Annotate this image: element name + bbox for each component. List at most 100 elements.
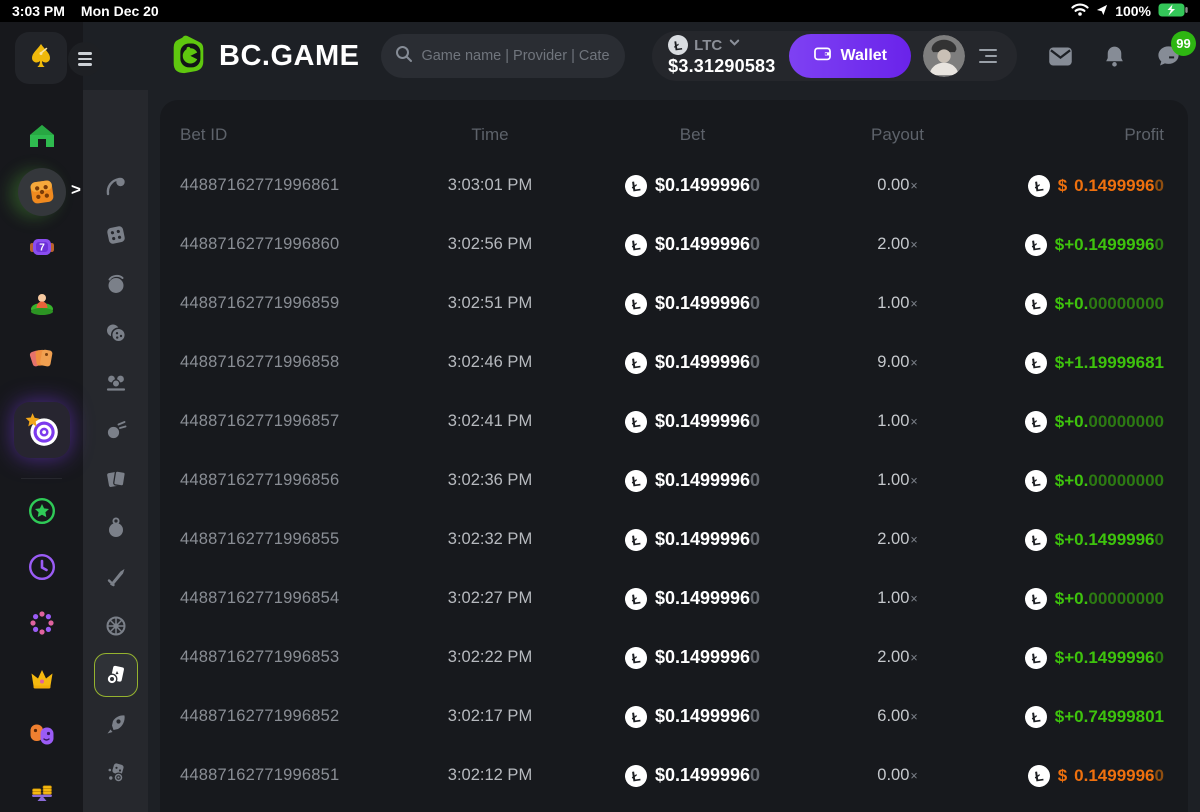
sidebar-item-promotions[interactable]: [28, 344, 56, 372]
masks-icon: [28, 720, 56, 748]
chat-button[interactable]: 99: [1155, 30, 1196, 70]
table-row[interactable]: 44887162771996854 3:02:27 PM Ł $0.149999…: [160, 569, 1188, 628]
game-item-cards[interactable]: [104, 467, 128, 491]
bet-amount-dim: 0: [750, 647, 761, 667]
brand-name: BC.GAME: [219, 39, 360, 72]
bet-amount-bright: $0.1499996: [654, 706, 751, 726]
game-item-video-poker[interactable]: [93, 653, 138, 697]
payout-x: ×: [910, 474, 918, 488]
mail-button[interactable]: [1047, 43, 1074, 70]
profit-dim: 0: [1154, 175, 1164, 195]
casino-expand-chevron[interactable]: >: [71, 180, 81, 199]
profit-dim: 0: [1154, 765, 1164, 785]
bet-id: 44887162771996852: [180, 707, 340, 725]
currency-selector[interactable]: Ł LTC $3.31290583: [666, 33, 789, 77]
table-row[interactable]: 44887162771996856 3:02:36 PM Ł $0.149999…: [160, 451, 1188, 510]
game-dice-icon: [104, 223, 128, 247]
ltc-coin-icon: Ł: [1023, 409, 1049, 434]
table-row[interactable]: 44887162771996861 3:03:01 PM Ł $0.149999…: [160, 156, 1188, 215]
bet-id: 44887162771996860: [180, 235, 340, 253]
game-item-dice-coin[interactable]: [104, 761, 128, 785]
ltc-coin-icon: Ł: [623, 232, 649, 257]
ltc-coin-icon: Ł: [1023, 350, 1049, 375]
ltc-coin-icon: Ł: [1023, 468, 1049, 493]
profit-dim: 00000000: [1088, 293, 1164, 313]
game-item-wheel[interactable]: [104, 614, 128, 638]
table-row[interactable]: 44887162771996860 3:02:56 PM Ł $0.149999…: [160, 215, 1188, 274]
wallet-icon: [813, 44, 832, 68]
avatar[interactable]: [923, 35, 965, 77]
bet-amount-dim: 0: [750, 765, 761, 785]
table-row[interactable]: 44887162771996851 3:02:12 PM Ł $0.149999…: [160, 746, 1188, 805]
payout-value: 2.00: [877, 648, 910, 666]
game-item-hilo[interactable]: [104, 565, 128, 589]
search-input[interactable]: [421, 48, 612, 64]
ltc-coin-icon: Ł: [623, 527, 649, 552]
payout-value: 9.00: [877, 353, 910, 371]
bet-amount-bright: $0.1499996: [654, 175, 751, 195]
ltc-coin-icon: Ł: [1023, 586, 1049, 611]
payout-value: 2.00: [877, 530, 910, 548]
game-item-double-dice[interactable]: [104, 321, 128, 345]
chat-unread-badge: 99: [1171, 30, 1196, 56]
main-sidebar: 7: [0, 22, 83, 812]
profit-cell: Ł $+0.14999960: [980, 645, 1164, 670]
bcgame-logo-icon: [167, 33, 209, 80]
table-row[interactable]: 44887162771996857 3:02:41 PM Ł $0.149999…: [160, 392, 1188, 451]
svg-text:7: 7: [39, 243, 45, 254]
sidebar-item-vip[interactable]: [28, 665, 56, 693]
status-date: Mon Dec 20: [80, 3, 159, 19]
sidebar-item-challenges[interactable]: [28, 609, 56, 637]
sidebar-item-staking[interactable]: [28, 776, 56, 804]
sidebar-item-social[interactable]: [28, 720, 56, 748]
sidebar-item-recent[interactable]: [28, 553, 56, 581]
profit-cell: Ł $+0.00000000: [980, 291, 1164, 316]
profit-dim: 00000000: [1088, 588, 1164, 608]
sidebar-item-favorites[interactable]: [28, 497, 56, 525]
home-icon: [28, 122, 56, 150]
table-row[interactable]: 44887162771996859 3:02:51 PM Ł $0.149999…: [160, 274, 1188, 333]
search-bar[interactable]: [381, 34, 626, 78]
game-item-crash[interactable]: [104, 174, 128, 198]
sidebar-item-slots[interactable]: 7: [28, 233, 56, 261]
brand-logo[interactable]: BC.GAME: [167, 33, 359, 80]
hilo-icon: [104, 565, 128, 589]
game-item-keno[interactable]: [104, 369, 128, 393]
sidebar-collapse-button[interactable]: [68, 42, 102, 76]
sidebar-item-home[interactable]: [28, 122, 56, 150]
star-icon: [28, 497, 56, 525]
payout-value: 1.00: [877, 589, 910, 607]
ltc-coin-icon: Ł: [623, 704, 649, 729]
game-item-limbo[interactable]: [104, 418, 128, 442]
profit-bright: 0.74999801: [1074, 706, 1164, 726]
profit-bright: 0.: [1074, 588, 1089, 608]
game-item-dice[interactable]: [104, 223, 128, 247]
table-row[interactable]: 44887162771996855 3:02:32 PM Ł $0.149999…: [160, 510, 1188, 569]
bet-amount-bright: $0.1499996: [654, 588, 751, 608]
game-item-rocket[interactable]: [104, 712, 128, 736]
slots-icon: 7: [28, 233, 56, 261]
wallet-balance: $3.31290583: [668, 56, 776, 76]
dice-coin-icon: [104, 761, 128, 785]
profit-prefix: $+: [1054, 352, 1075, 372]
bet-amount-bright: $0.1499996: [654, 529, 751, 549]
sidebar-item-casino[interactable]: [17, 168, 66, 216]
bomb-icon: [104, 516, 128, 540]
game-item-bomb[interactable]: [104, 516, 128, 540]
table-row[interactable]: 44887162771996853 3:02:22 PM Ł $0.149999…: [160, 628, 1188, 687]
table-row[interactable]: 44887162771996858 3:02:46 PM Ł $0.149999…: [160, 333, 1188, 392]
chevron-down-icon: [728, 36, 741, 54]
table-row[interactable]: 44887162771996852 3:02:17 PM Ł $0.149999…: [160, 687, 1188, 746]
video-poker-icon: [104, 663, 128, 687]
col-profit: Profit: [1124, 125, 1164, 144]
sidebar-item-live-casino[interactable]: [28, 289, 56, 317]
bet-time: 3:02:32 PM: [447, 530, 533, 548]
sidebar-item-originals[interactable]: [13, 402, 70, 458]
account-menu-icon[interactable]: [979, 48, 997, 64]
spade-lobby-button[interactable]: [15, 32, 67, 84]
game-item-coinflip[interactable]: [104, 272, 128, 296]
wallet-button[interactable]: Wallet: [789, 34, 911, 78]
spade-icon: [26, 41, 56, 76]
bet-time: 3:02:56 PM: [447, 235, 533, 253]
notifications-button[interactable]: [1102, 44, 1127, 69]
